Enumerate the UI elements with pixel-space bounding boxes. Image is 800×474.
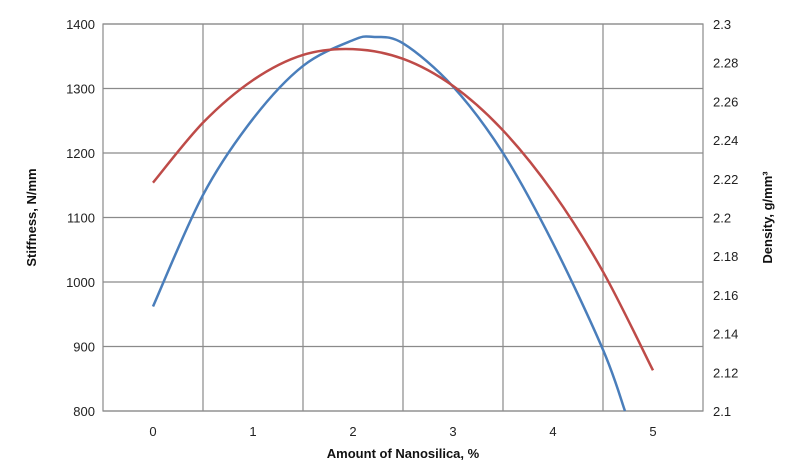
x-tick-label: 5 — [649, 424, 656, 439]
y2-tick-label: 2.18 — [713, 249, 738, 264]
y-axis-ticks: 800 900 1000 1100 1200 1300 1400 — [66, 17, 95, 419]
y2-tick-label: 2.16 — [713, 288, 738, 303]
y2-tick-label: 2.2 — [713, 211, 731, 226]
y-tick-label: 1300 — [66, 82, 95, 97]
x-tick-label: 0 — [149, 424, 156, 439]
y-tick-label: 1000 — [66, 275, 95, 290]
y-axis-title: Stiffness, N/mm — [24, 168, 39, 266]
y2-tick-label: 2.12 — [713, 365, 738, 380]
y2-tick-label: 2.24 — [713, 133, 738, 148]
y2-tick-label: 2.1 — [713, 404, 731, 419]
y2-tick-label: 2.26 — [713, 94, 738, 109]
y-tick-label: 1200 — [66, 146, 95, 161]
x-tick-label: 3 — [449, 424, 456, 439]
plot-area — [102, 23, 704, 412]
y2-tick-label: 2.14 — [713, 327, 738, 342]
x-tick-label: 1 — [249, 424, 256, 439]
y2-tick-label: 2.3 — [713, 17, 731, 32]
y-tick-label: 900 — [73, 340, 95, 355]
x-tick-label: 2 — [349, 424, 356, 439]
series-layer — [151, 35, 655, 412]
y-tick-label: 1100 — [67, 211, 95, 226]
density-series-line — [152, 47, 655, 371]
y2-tick-label: 2.22 — [713, 172, 738, 187]
y-tick-label: 1400 — [66, 17, 95, 32]
y2-axis-title: Density, g/mm³ — [760, 171, 775, 264]
y2-axis-ticks: 2.1 2.12 2.14 2.16 2.18 2.2 2.22 2.24 2.26 2.28 2.… — [713, 17, 738, 419]
x-axis-ticks: 0 1 2 3 4 5 — [149, 424, 656, 439]
x-axis-title: Amount of Nanosilica, % — [327, 446, 480, 461]
stiffness-series-line — [151, 35, 627, 412]
x-tick-label: 4 — [549, 424, 556, 439]
y2-tick-label: 2.28 — [713, 56, 738, 71]
y-tick-label: 800 — [73, 404, 95, 419]
